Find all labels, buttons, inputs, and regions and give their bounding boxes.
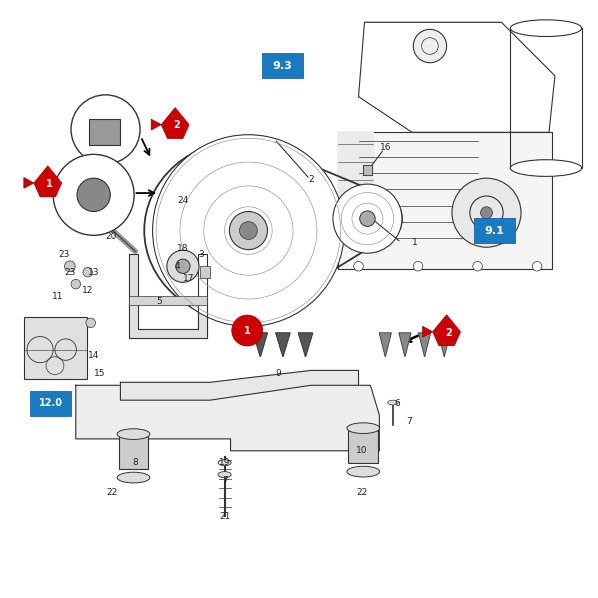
FancyBboxPatch shape (200, 266, 210, 278)
Polygon shape (438, 333, 450, 357)
FancyBboxPatch shape (474, 218, 515, 243)
Text: 11: 11 (52, 291, 63, 301)
Text: 7: 7 (222, 476, 227, 485)
Polygon shape (253, 333, 267, 357)
Text: 15: 15 (94, 369, 105, 378)
Text: 21: 21 (219, 512, 230, 521)
Circle shape (86, 318, 96, 328)
Polygon shape (363, 165, 371, 175)
Text: 9.1: 9.1 (484, 225, 504, 236)
Circle shape (65, 261, 75, 271)
Text: 9.3: 9.3 (273, 60, 292, 71)
FancyBboxPatch shape (349, 430, 378, 463)
Text: 17: 17 (183, 274, 194, 283)
Circle shape (71, 279, 81, 289)
Circle shape (532, 261, 542, 271)
Text: 2: 2 (445, 328, 451, 337)
Ellipse shape (218, 472, 231, 478)
Text: 22: 22 (106, 488, 117, 497)
Polygon shape (338, 132, 552, 269)
Circle shape (53, 154, 134, 235)
Polygon shape (161, 108, 189, 139)
Text: 1: 1 (244, 325, 251, 335)
Circle shape (77, 178, 110, 212)
Text: 16: 16 (380, 143, 391, 152)
Text: 2: 2 (173, 120, 181, 130)
Ellipse shape (117, 429, 150, 440)
Ellipse shape (347, 466, 380, 477)
Circle shape (473, 261, 483, 271)
Circle shape (230, 212, 267, 249)
Ellipse shape (388, 400, 398, 405)
Text: 24: 24 (177, 196, 188, 205)
Circle shape (232, 315, 263, 346)
Text: 14: 14 (88, 351, 99, 360)
Ellipse shape (510, 160, 582, 176)
Circle shape (360, 211, 375, 227)
Text: 3: 3 (198, 250, 204, 259)
Text: 19: 19 (219, 458, 230, 467)
Circle shape (413, 261, 423, 271)
Text: 23: 23 (64, 268, 75, 277)
Polygon shape (34, 166, 62, 197)
Circle shape (239, 222, 257, 239)
Text: 22: 22 (356, 488, 367, 497)
Circle shape (333, 184, 402, 253)
Ellipse shape (510, 20, 582, 36)
Text: 20: 20 (106, 232, 117, 241)
Text: 7: 7 (406, 417, 412, 426)
Text: 1: 1 (412, 238, 418, 247)
Polygon shape (129, 296, 207, 305)
Text: 13: 13 (88, 268, 99, 277)
Polygon shape (338, 132, 373, 222)
Text: 18: 18 (177, 244, 189, 253)
FancyBboxPatch shape (30, 390, 71, 416)
Polygon shape (129, 254, 207, 338)
Polygon shape (359, 22, 555, 132)
Text: 4: 4 (174, 262, 180, 271)
Polygon shape (76, 385, 379, 451)
Text: 9: 9 (275, 369, 281, 378)
Text: 12: 12 (82, 286, 93, 295)
Polygon shape (399, 333, 411, 357)
Circle shape (176, 259, 190, 273)
Polygon shape (419, 333, 431, 357)
Circle shape (354, 261, 363, 271)
Ellipse shape (218, 460, 231, 466)
Circle shape (167, 250, 199, 282)
Circle shape (452, 178, 521, 247)
Polygon shape (298, 333, 313, 357)
Circle shape (481, 207, 492, 219)
Text: 10: 10 (356, 446, 367, 455)
Ellipse shape (117, 472, 150, 483)
Text: 23: 23 (58, 250, 69, 259)
Circle shape (71, 95, 140, 164)
Circle shape (152, 135, 344, 327)
FancyBboxPatch shape (90, 119, 120, 145)
Text: 6: 6 (394, 399, 400, 408)
Polygon shape (510, 28, 582, 168)
Polygon shape (151, 119, 161, 130)
FancyBboxPatch shape (118, 436, 148, 469)
Polygon shape (276, 333, 290, 357)
FancyBboxPatch shape (262, 53, 303, 78)
Ellipse shape (347, 423, 380, 434)
Polygon shape (24, 178, 34, 188)
Polygon shape (423, 327, 433, 337)
Text: 12.0: 12.0 (39, 398, 63, 408)
Polygon shape (379, 333, 391, 357)
Text: 8: 8 (132, 458, 138, 467)
Text: 1: 1 (46, 179, 53, 189)
Polygon shape (433, 315, 460, 346)
Text: 2: 2 (308, 175, 314, 184)
Polygon shape (120, 370, 359, 400)
Circle shape (413, 29, 447, 63)
FancyBboxPatch shape (24, 317, 87, 379)
Text: 5: 5 (156, 297, 162, 307)
Circle shape (83, 267, 93, 277)
